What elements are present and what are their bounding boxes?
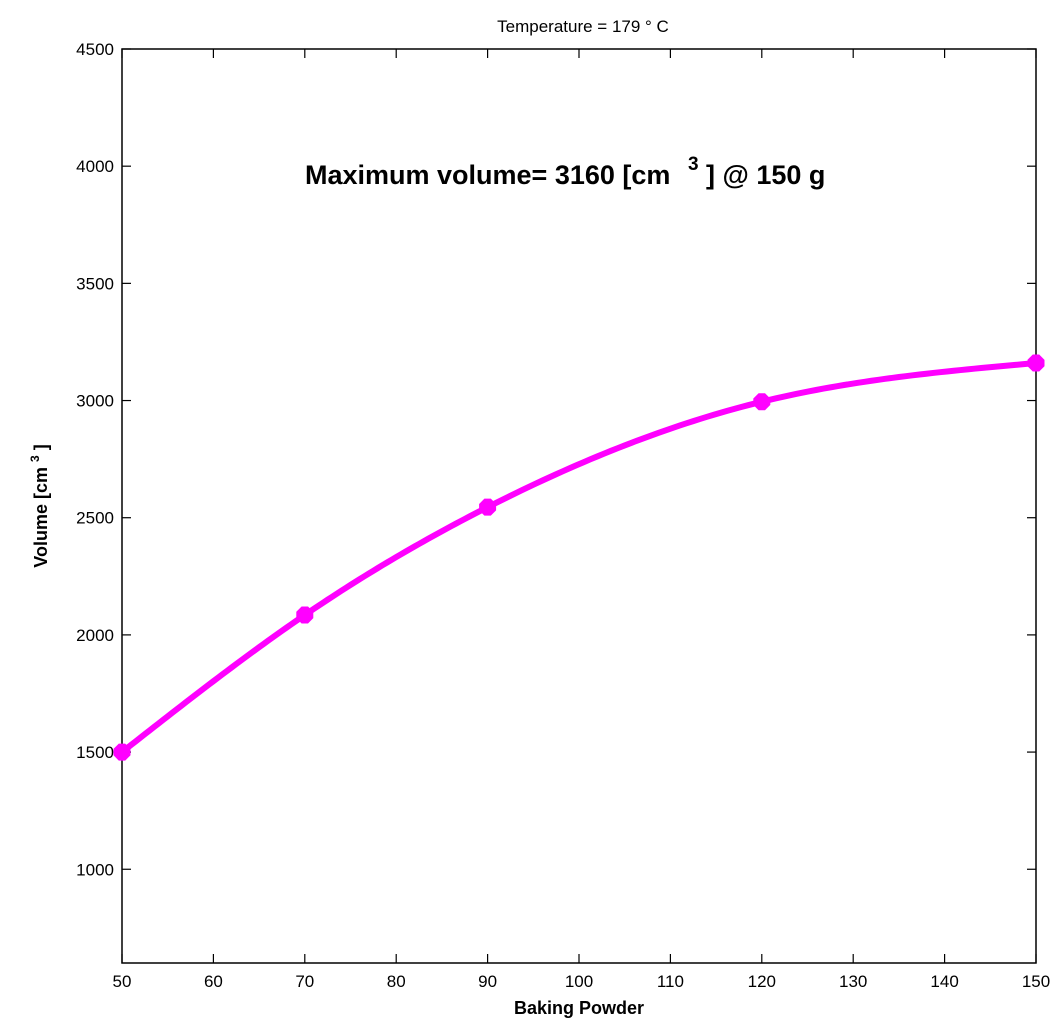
x-axis-label: Baking Powder	[514, 998, 644, 1018]
x-tick-label: 90	[478, 972, 497, 991]
series-group	[113, 354, 1045, 761]
y-tick-label: 1000	[76, 860, 114, 879]
x-tick-label: 150	[1022, 972, 1050, 991]
y-axis-label-main: Volume [cm	[31, 467, 51, 568]
x-tick-label: 120	[748, 972, 776, 991]
y-tick-label: 2000	[76, 626, 114, 645]
y-axis-label-end: ]	[31, 444, 51, 450]
x-tick-label: 140	[930, 972, 958, 991]
y-axis-label: Volume [cm 3 ]	[23, 444, 51, 567]
data-point-marker	[753, 393, 771, 411]
x-tick-label: 100	[565, 972, 593, 991]
data-point-marker	[113, 743, 131, 761]
y-tick-label: 4000	[76, 157, 114, 176]
data-point-marker	[296, 606, 314, 624]
x-tick-label: 50	[113, 972, 132, 991]
y-tick-label: 2500	[76, 509, 114, 528]
annotation-main: Maximum volume= 3160 [cm	[305, 160, 670, 190]
x-axis-ticks: 50 60 70 80 90 100 110 120 130 140 150	[113, 49, 1050, 991]
x-tick-label: 70	[295, 972, 314, 991]
chart-title: Temperature = 179 ° C	[497, 17, 669, 36]
plot-frame	[121, 48, 1037, 964]
y-axis-label-superscript: 3	[28, 455, 42, 462]
y-axis-ticks: 1000 1500 2000 2500 3000 3500 4000 4500	[76, 40, 1036, 879]
y-tick-label: 4500	[76, 40, 114, 59]
plot-area: 1000 1500 2000 2500 3000 3500 4000 4500 50 60 70 8…	[76, 40, 1050, 991]
x-tick-label: 110	[657, 972, 684, 991]
annotation-end: ] @ 150 g	[706, 160, 825, 190]
x-tick-label: 80	[387, 972, 406, 991]
y-tick-label: 3000	[76, 392, 114, 411]
y-tick-label: 1500	[76, 743, 114, 762]
annotation-superscript: 3	[688, 154, 699, 175]
y-tick-label: 3500	[76, 274, 114, 293]
annotation-text: Maximum volume= 3160 [cm 3 ] @ 150 g	[305, 146, 825, 190]
x-tick-label: 60	[204, 972, 223, 991]
data-point-marker	[479, 498, 497, 516]
data-point-marker	[1027, 354, 1045, 372]
x-tick-label: 130	[839, 972, 867, 991]
